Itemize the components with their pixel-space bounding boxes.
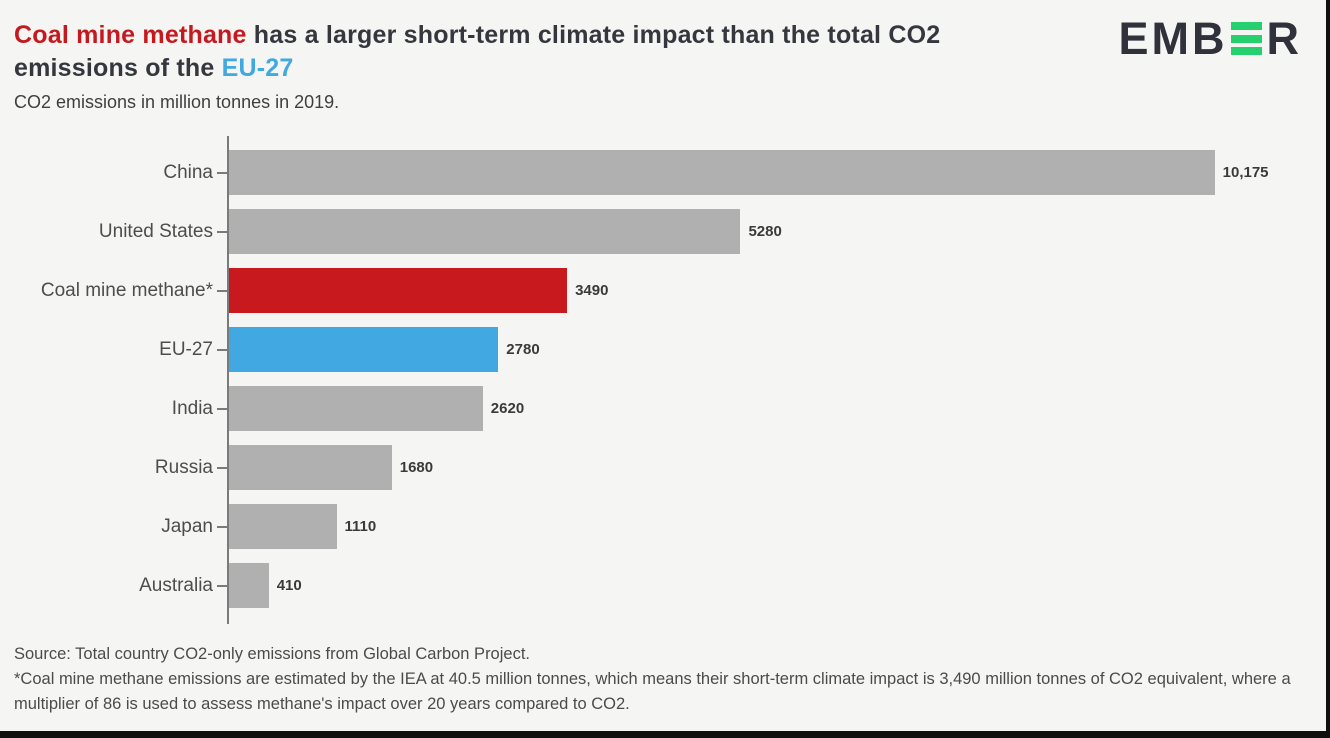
chart-title: Coal mine methane has a larger short-ter… — [14, 19, 1074, 85]
chart-row: Coal mine methane* 3490 — [14, 261, 1312, 320]
bar-japan — [229, 504, 337, 549]
methane-footnote: *Coal mine methane emissions are estimat… — [14, 670, 1291, 714]
footer: Source: Total country CO2-only emissions… — [14, 642, 1306, 717]
value-label: 3490 — [575, 282, 609, 299]
axis-tick — [217, 525, 227, 528]
chart-row: EU-27 2780 — [14, 320, 1312, 379]
category-label: Australia — [139, 574, 213, 596]
y-axis-line — [227, 136, 229, 624]
chart-subtitle: CO2 emissions in million tonnes in 2019. — [14, 92, 340, 112]
plot-area: 2620 — [227, 379, 1312, 438]
plot-area: 10,175 — [227, 143, 1312, 202]
plot-area: 1110 — [227, 497, 1312, 556]
ember-logo: EMB R — [1119, 16, 1303, 61]
category-label: EU-27 — [159, 338, 213, 360]
axis-tick — [217, 348, 227, 351]
value-label: 410 — [276, 577, 302, 594]
value-label: 10,175 — [1222, 164, 1269, 181]
bar-coal-mine-methane — [229, 268, 568, 313]
logo-text-left: EMB — [1118, 13, 1228, 64]
axis-tick — [217, 584, 227, 587]
chart-row: Russia 1680 — [14, 438, 1312, 497]
axis-tick — [217, 230, 227, 233]
category-label: India — [171, 397, 213, 419]
header: Coal mine methane has a larger short-ter… — [0, 0, 1326, 113]
chart-row: Australia 410 — [14, 556, 1312, 615]
value-label: 2780 — [506, 341, 540, 358]
axis-tick — [217, 466, 227, 469]
bar-india — [229, 386, 483, 431]
category-label: China — [163, 161, 213, 183]
axis-tick — [217, 407, 227, 410]
bar-eu-27 — [229, 327, 499, 372]
value-label: 1110 — [344, 518, 377, 535]
bar-china — [229, 150, 1215, 195]
chart-row: United States 5280 — [14, 202, 1312, 261]
bar-chart: China 10,175 United States 5280 Coal mine me… — [14, 136, 1312, 624]
title-rest-line1: has a larger short-term climate impact t… — [246, 21, 941, 49]
plot-area: 3490 — [227, 261, 1312, 320]
bar-united-states — [229, 209, 741, 254]
logo-green-e-icon — [1230, 22, 1262, 55]
title-highlight-methane: Coal mine methane — [14, 21, 247, 49]
bar-russia — [229, 445, 392, 490]
value-label: 5280 — [748, 223, 782, 240]
logo-text-right: R — [1266, 13, 1302, 64]
axis-tick — [217, 289, 227, 292]
axis-tick — [217, 171, 227, 174]
category-label: Coal mine methane* — [40, 279, 213, 301]
chart-row: India 2620 — [14, 379, 1312, 438]
plot-area: 2780 — [227, 320, 1312, 379]
value-label: 2620 — [490, 400, 525, 417]
plot-area: 1680 — [227, 438, 1312, 497]
value-label: 1680 — [399, 459, 434, 476]
category-label: Russia — [154, 456, 213, 478]
chart-row: Japan 1110 — [14, 497, 1312, 556]
source-note: Source: Total country CO2-only emissions… — [14, 645, 530, 663]
chart-row: China 10,175 — [14, 143, 1312, 202]
title-highlight-eu27: EU-27 — [221, 54, 294, 82]
title-line2-pre: emissions of the — [14, 54, 222, 82]
bar-australia — [229, 563, 269, 608]
plot-area: 410 — [227, 556, 1312, 615]
category-label: United States — [98, 220, 213, 242]
plot-area: 5280 — [227, 202, 1312, 261]
category-label: Japan — [161, 515, 213, 537]
